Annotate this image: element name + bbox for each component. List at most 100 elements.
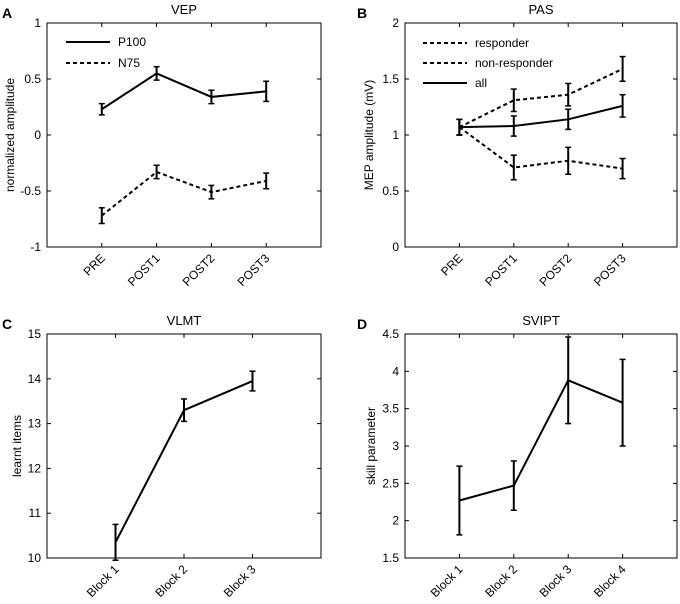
x-tick-label: POST1 — [125, 251, 163, 289]
y-axis-label: learnt items — [10, 415, 24, 477]
panel-letter: A — [2, 5, 12, 21]
data-point — [567, 379, 570, 382]
series-vlmt — [112, 370, 256, 561]
x-tick-label: POST1 — [482, 251, 520, 289]
series-non-responder — [456, 118, 626, 181]
data-point — [621, 401, 624, 404]
x-tick-label: PRE — [81, 251, 108, 278]
panel-c: C VLMT 10 11 12 13 14 15 Block 1 Block 2 Block 3 le… — [2, 313, 322, 600]
y-axis-label: skill parameter — [364, 407, 378, 485]
data-point — [512, 99, 515, 102]
y-tick-label: 1 — [392, 128, 399, 142]
series-line — [459, 379, 623, 502]
data-point — [567, 93, 570, 96]
y-axis-label: normalized amplitude — [3, 78, 17, 192]
panel-d: D SVIPT 1.5 2 2.5 3 3.5 4 4.5 Block 1 Block 2 Block… — [357, 313, 678, 600]
x-tick-label: Block 3 — [537, 562, 575, 600]
y-tick-label: 0 — [34, 128, 41, 142]
series-line — [459, 104, 623, 129]
y-tick-label: 14 — [28, 372, 42, 386]
y-tick-label: 0.5 — [382, 184, 399, 198]
data-point — [155, 170, 158, 173]
series-p100 — [98, 65, 270, 116]
data-point — [458, 499, 461, 502]
y-tick-label: 0 — [392, 240, 399, 254]
data-point — [114, 541, 117, 544]
legend-label: non-responder — [475, 56, 553, 70]
data-point — [621, 67, 624, 70]
series-n75 — [98, 164, 270, 225]
legend-label: responder — [475, 36, 529, 50]
data-point — [512, 125, 515, 128]
legend-label: all — [475, 76, 487, 90]
y-tick-label: 4 — [392, 364, 399, 378]
legend: responder non-responder all — [423, 36, 553, 90]
data-point — [265, 179, 268, 182]
y-tick-label: 0.5 — [24, 72, 41, 86]
data-point — [100, 108, 103, 111]
x-tick-label: Block 3 — [221, 562, 259, 600]
x-tick-label: Block 1 — [428, 562, 466, 600]
y-tick-label: 2 — [392, 16, 399, 30]
panel-a: A VEP -1 -0.5 0 0.5 1 PRE POST1 POST2 POST3 normali… — [2, 2, 322, 289]
axes-frame — [404, 333, 678, 559]
series-line — [458, 126, 623, 170]
y-tick-label: 1 — [34, 16, 41, 30]
data-point — [512, 484, 515, 487]
series-line — [101, 170, 267, 217]
series-line — [458, 68, 624, 129]
y-tick-label: 1.5 — [382, 72, 399, 86]
y-tick-label: 3.5 — [382, 402, 399, 416]
chart-title: VEP — [171, 2, 197, 17]
legend-label: P100 — [118, 35, 146, 49]
data-point — [251, 380, 254, 383]
series-line — [101, 72, 267, 111]
x-tick-label: POST2 — [537, 251, 575, 289]
data-point — [458, 126, 461, 129]
data-point — [210, 95, 213, 98]
y-tick-label: 10 — [28, 551, 42, 565]
y-axis-label: MEP amplitude (mV) — [362, 80, 376, 190]
x-tick-label: POST3 — [591, 251, 629, 289]
panel-letter: C — [2, 316, 12, 332]
x-tick-label: POST2 — [180, 251, 218, 289]
data-point — [567, 118, 570, 121]
panel-letter: B — [357, 5, 367, 21]
x-tick-label: Block 2 — [152, 562, 190, 600]
axes-frame — [46, 22, 322, 248]
panel-b: B PAS 0 0.5 1 1.5 2 PRE POST1 POST2 POST3 MEP ampli… — [357, 2, 678, 289]
data-point — [621, 104, 624, 107]
data-point — [100, 214, 103, 217]
legend-label: N75 — [118, 56, 140, 70]
data-point — [155, 72, 158, 75]
y-tick-label: 1.5 — [382, 551, 399, 565]
y-tick-label: 13 — [28, 417, 42, 431]
data-point — [621, 167, 624, 170]
legend: P100 N75 — [66, 35, 146, 70]
y-tick-label: 11 — [29, 506, 42, 520]
x-tick-label: Block 2 — [482, 562, 520, 600]
x-tick-label: POST3 — [235, 251, 273, 289]
y-tick-label: 2.5 — [382, 476, 399, 490]
chart-title: VLMT — [167, 313, 202, 328]
y-tick-label: 3 — [392, 439, 399, 453]
data-point — [512, 166, 515, 169]
y-tick-label: -0.5 — [20, 184, 41, 198]
data-point — [210, 191, 213, 194]
series-svipt — [456, 336, 626, 536]
data-point — [567, 159, 570, 162]
chart-title: SVIPT — [522, 313, 560, 328]
series-all — [456, 93, 626, 137]
chart-title: PAS — [528, 2, 553, 17]
x-tick-label: Block 4 — [591, 562, 629, 600]
y-tick-label: 2 — [392, 514, 399, 528]
panel-letter: D — [357, 316, 367, 332]
y-tick-label: 12 — [28, 461, 42, 475]
data-point — [183, 409, 185, 412]
y-tick-label: 15 — [28, 327, 42, 341]
y-tick-label: -1 — [30, 240, 41, 254]
x-tick-label: PRE — [438, 251, 465, 278]
axes-frame — [46, 333, 322, 559]
x-tick-label: Block 1 — [84, 562, 122, 600]
